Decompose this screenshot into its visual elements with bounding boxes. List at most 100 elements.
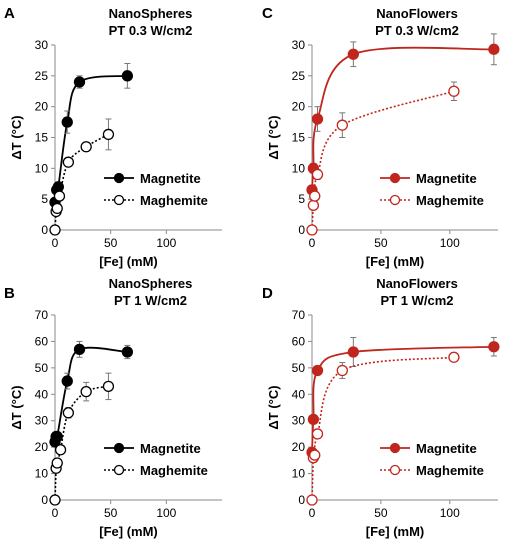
data-point — [448, 85, 460, 97]
y-tick-label: 60 — [35, 334, 49, 348]
data-point — [49, 494, 61, 506]
legend-label: Magnetite — [416, 171, 477, 186]
legend-marker — [113, 172, 125, 184]
data-point — [311, 428, 324, 440]
data-point — [448, 351, 460, 363]
data-point — [121, 70, 134, 82]
x-tick-label: 0 — [309, 506, 316, 520]
data-point — [307, 413, 320, 426]
data-point — [309, 190, 321, 202]
legend-label: Maghemite — [416, 463, 484, 478]
chart-title: NanoFlowers — [376, 6, 458, 21]
series-magnetite: Magnetite — [49, 340, 201, 456]
y-tick-label: 5 — [41, 192, 48, 206]
data-point — [73, 343, 86, 356]
data-point — [336, 364, 348, 377]
data-point — [80, 141, 92, 153]
y-tick-label: 10 — [35, 161, 49, 175]
legend-marker — [113, 464, 125, 476]
data-point — [311, 168, 324, 181]
y-tick-label: 10 — [292, 161, 306, 175]
legend-label: Maghemite — [140, 463, 208, 478]
data-point — [347, 48, 359, 60]
data-point — [51, 430, 63, 443]
series-line — [311, 46, 494, 190]
chart-title: NanoFlowers — [376, 276, 458, 291]
chart-subtitle: PT 1 W/cm2 — [114, 293, 187, 308]
series-line — [54, 74, 128, 203]
series-maghemite: Maghemite — [49, 372, 208, 506]
x-axis-label: [Fe] (mM) — [366, 524, 425, 539]
series-magnetite: Magnetite — [306, 336, 500, 459]
data-point — [306, 494, 318, 506]
y-tick-label: 20 — [35, 100, 49, 114]
legend-marker — [389, 172, 401, 184]
panel-letter: C — [262, 5, 273, 22]
data-point — [62, 156, 75, 168]
chart-subtitle: PT 1 W/cm2 — [381, 293, 454, 308]
x-tick-label: 100 — [440, 236, 460, 250]
y-tick-label: 0 — [298, 223, 305, 237]
series-maghemite: Maghemite — [306, 351, 484, 506]
y-tick-label: 20 — [292, 440, 306, 454]
series-maghemite: Maghemite — [306, 81, 484, 236]
series-maghemite: Maghemite — [49, 118, 208, 236]
data-point — [309, 449, 321, 461]
y-tick-label: 15 — [292, 131, 306, 145]
data-point — [51, 457, 63, 469]
legend-marker — [389, 194, 401, 206]
data-point — [73, 76, 86, 88]
data-point — [61, 375, 73, 387]
x-axis-label: [Fe] (mM) — [366, 254, 425, 269]
legend-label: Maghemite — [140, 193, 208, 208]
data-point — [307, 199, 320, 211]
series-line — [311, 345, 494, 453]
y-tick-label: 40 — [292, 387, 306, 401]
x-tick-label: 0 — [309, 236, 316, 250]
y-tick-label: 10 — [292, 467, 306, 481]
legend-label: Maghemite — [416, 193, 484, 208]
panel-c: C NanoFlowers PT 0.3 W/cm2 0 5 10 15 20 25 30 0 50 1… — [262, 5, 500, 269]
series-line — [311, 356, 455, 501]
chart-title: NanoSpheres — [109, 6, 193, 21]
data-point — [51, 202, 63, 215]
data-point — [311, 364, 324, 377]
data-point — [306, 224, 318, 236]
panel-letter: D — [262, 285, 273, 302]
y-tick-label: 25 — [292, 69, 306, 83]
chart-title: NanoSpheres — [109, 276, 193, 291]
data-point — [347, 346, 359, 358]
y-tick-label: 50 — [35, 361, 49, 375]
legend-marker — [113, 442, 125, 454]
chart-subtitle: PT 0.3 W/cm2 — [109, 23, 193, 38]
y-tick-label: 0 — [41, 223, 48, 237]
y-tick-label: 30 — [292, 414, 306, 428]
data-point — [311, 113, 324, 125]
data-point — [488, 43, 500, 55]
y-tick-label: 20 — [35, 440, 49, 454]
x-tick-label: 0 — [52, 506, 59, 520]
y-tick-label: 5 — [298, 192, 305, 206]
panel-letter: A — [4, 5, 15, 22]
panel-b: B NanoSpheres PT 1 W/cm2 0 10 20 30 40 50 60 70 0 50… — [4, 276, 222, 539]
y-tick-label: 70 — [292, 308, 306, 322]
y-axis-label: ΔT (°C) — [9, 115, 24, 159]
x-axis-label: [Fe] (mM) — [99, 254, 158, 269]
y-tick-label: 20 — [292, 100, 306, 114]
x-axis-label: [Fe] (mM) — [99, 524, 158, 539]
y-tick-label: 60 — [292, 334, 306, 348]
x-tick-label: 0 — [52, 236, 59, 250]
y-tick-label: 0 — [41, 493, 48, 507]
legend-marker — [113, 194, 125, 206]
y-tick-label: 15 — [35, 131, 49, 145]
y-axis-label: ΔT (°C) — [266, 115, 281, 159]
data-point — [80, 385, 92, 398]
x-tick-label: 100 — [156, 236, 176, 250]
series-line — [54, 346, 128, 443]
y-tick-label: 30 — [35, 414, 49, 428]
x-tick-label: 100 — [156, 506, 176, 520]
y-axis-label: ΔT (°C) — [9, 385, 24, 429]
series-magnetite: Magnetite — [49, 63, 201, 208]
